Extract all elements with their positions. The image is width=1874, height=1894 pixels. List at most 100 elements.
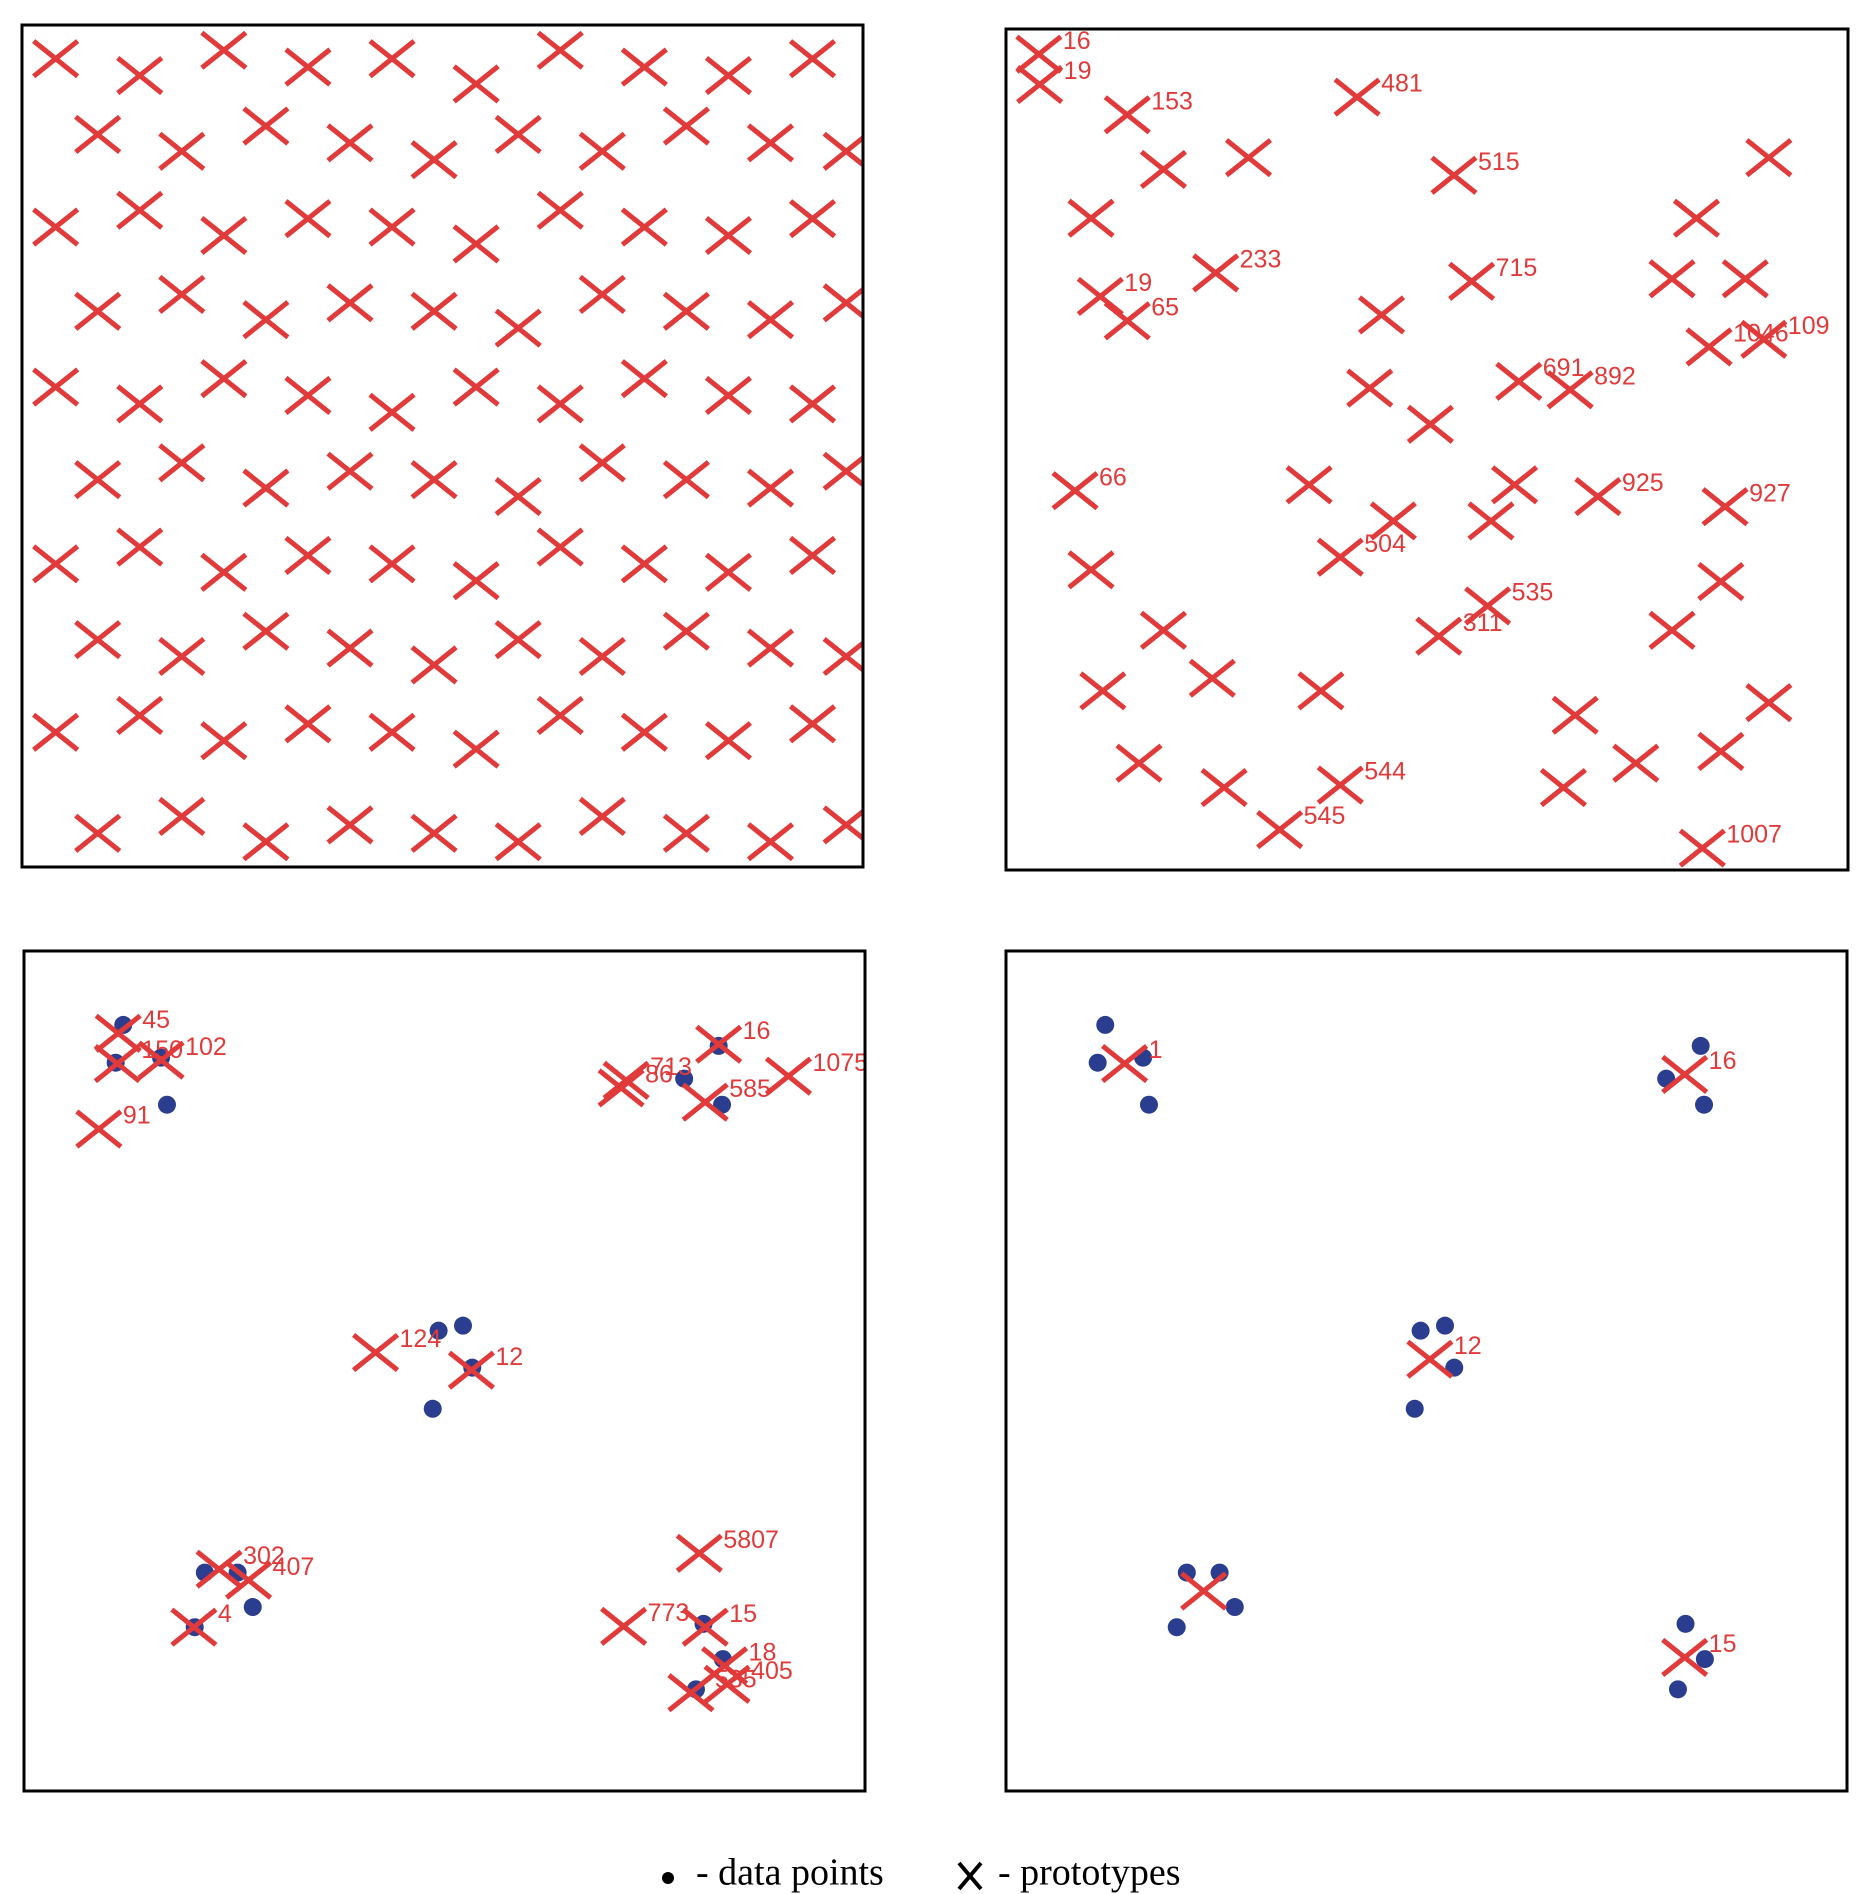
cross-stroke xyxy=(822,286,863,323)
prototype xyxy=(284,704,332,744)
cross-stroke xyxy=(620,207,668,247)
cross-stroke xyxy=(675,1533,723,1573)
cross-stroke xyxy=(368,207,416,247)
cross-stroke xyxy=(494,620,542,660)
prototype xyxy=(242,106,290,146)
prototype xyxy=(1495,361,1543,401)
cross-stroke xyxy=(1701,487,1749,527)
prototype-label: 311 xyxy=(1463,609,1503,637)
cross-stroke xyxy=(452,561,500,601)
cross-stroke xyxy=(602,1060,650,1100)
prototype xyxy=(1224,138,1273,178)
cross-stroke xyxy=(1256,810,1304,850)
cross-stroke xyxy=(284,199,332,239)
cross-stroke xyxy=(326,805,374,845)
prototype xyxy=(452,367,500,407)
cross-stroke xyxy=(326,628,374,668)
prototype-label: 405 xyxy=(751,1657,793,1685)
cross-stroke xyxy=(1297,671,1345,711)
prototype xyxy=(597,1068,645,1108)
cross-stroke xyxy=(116,55,164,96)
prototype xyxy=(1188,658,1236,698)
prototype xyxy=(1192,253,1240,293)
prototype xyxy=(1406,1339,1454,1379)
prototype xyxy=(662,611,710,651)
cross-stroke xyxy=(32,367,80,407)
prototype-label: 927 xyxy=(1749,479,1791,507)
prototype xyxy=(1015,34,1063,74)
cross-stroke xyxy=(788,704,837,744)
cross-stroke xyxy=(620,544,668,584)
prototype xyxy=(224,1560,273,1600)
cross-stroke xyxy=(536,695,584,735)
prototype-label: 45 xyxy=(142,1006,170,1034)
cross-stroke xyxy=(1139,149,1188,189)
prototype xyxy=(452,729,500,769)
cross-stroke xyxy=(704,552,753,592)
cross-stroke xyxy=(1539,768,1587,808)
prototype-label: 12 xyxy=(495,1343,523,1371)
cross-stroke xyxy=(158,636,206,677)
prototype xyxy=(32,544,80,584)
cross-stroke xyxy=(410,813,458,853)
prototype xyxy=(1139,610,1188,650)
cross-stroke xyxy=(1697,731,1745,771)
cross-stroke xyxy=(1357,295,1406,335)
prototype xyxy=(681,1082,729,1122)
prototype xyxy=(746,300,795,340)
prototype xyxy=(351,1332,400,1373)
prototype xyxy=(116,55,164,96)
prototype xyxy=(662,813,710,853)
cross-stroke xyxy=(1067,550,1115,590)
prototype xyxy=(822,451,863,491)
prototype xyxy=(368,544,416,584)
cross-stroke xyxy=(368,712,416,752)
cross-stroke xyxy=(494,822,542,862)
prototype xyxy=(1357,295,1406,335)
cross-stroke xyxy=(410,460,458,500)
cross-stroke xyxy=(578,636,626,677)
prototype xyxy=(158,274,206,314)
prototype xyxy=(620,544,668,584)
cross-stroke xyxy=(224,1560,273,1600)
data-point xyxy=(243,1598,262,1617)
cross-stroke xyxy=(368,392,416,432)
prototype xyxy=(1101,1044,1149,1084)
cross-stroke xyxy=(1415,616,1463,656)
prototype xyxy=(704,552,753,592)
prototype xyxy=(1745,138,1793,178)
cross-stroke xyxy=(704,375,753,416)
cross-stroke xyxy=(1188,658,1236,698)
prototype xyxy=(788,384,837,424)
cross-stroke xyxy=(452,224,500,264)
prototype xyxy=(662,291,710,331)
prototype-label: 91 xyxy=(123,1102,151,1130)
prototype xyxy=(620,359,668,399)
cross-stroke xyxy=(326,123,374,163)
prototype-label: 773 xyxy=(648,1599,690,1627)
prototype-label: 233 xyxy=(1240,245,1282,273)
prototype xyxy=(326,805,374,845)
cross-stroke xyxy=(746,822,795,862)
prototype xyxy=(746,628,795,668)
cross-stroke xyxy=(620,712,668,752)
prototype xyxy=(620,207,668,247)
prototype xyxy=(326,451,374,491)
data-point xyxy=(1695,1095,1714,1114)
prototype xyxy=(788,535,837,576)
cross-stroke xyxy=(703,1664,751,1704)
cross-stroke xyxy=(746,468,795,508)
prototype xyxy=(284,199,332,239)
cross-stroke xyxy=(170,1607,218,1647)
cross-stroke xyxy=(1721,259,1769,299)
cross-stroke xyxy=(284,535,332,576)
prototype-label: 18 xyxy=(749,1638,777,1666)
prototype xyxy=(1297,671,1345,711)
cross-stroke xyxy=(494,476,542,517)
prototype xyxy=(1648,259,1696,299)
cross-stroke xyxy=(74,291,122,331)
cross-stroke xyxy=(1076,276,1124,316)
cross-stroke xyxy=(578,443,626,483)
prototype xyxy=(620,47,668,87)
